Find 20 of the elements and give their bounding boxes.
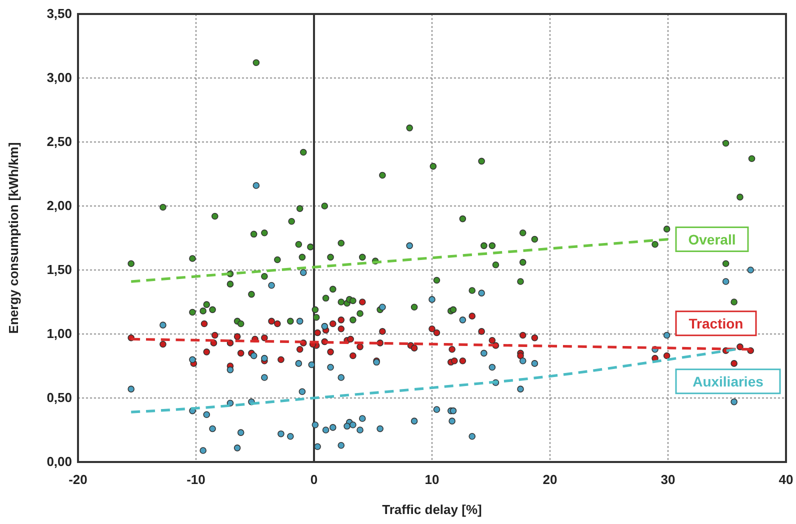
y-tick-label: 2,50	[46, 134, 72, 149]
series-label: Traction	[688, 315, 744, 332]
x-tick-label: 40	[778, 472, 794, 487]
series-label: Overall	[688, 231, 736, 248]
series-label: Auxiliaries	[692, 373, 764, 390]
x-tick-label: -10	[186, 472, 206, 487]
x-tick-label: -20	[68, 472, 88, 487]
x-tick-label: 0	[310, 472, 318, 487]
y-tick-label: 3,50	[46, 6, 72, 21]
x-tick-label: 10	[424, 472, 440, 487]
x-tick-label: 20	[542, 472, 558, 487]
x-tick-label: 30	[660, 472, 676, 487]
y-axis-title: Energy consumption [kWh/km]	[6, 142, 21, 334]
y-tick-label: 0,50	[46, 390, 72, 405]
y-tick-label: 3,00	[46, 70, 72, 85]
x-axis-title: Traffic delay [%]	[382, 502, 482, 517]
y-tick-label: 2,00	[46, 198, 72, 213]
y-tick-label: 0,00	[46, 454, 72, 469]
y-tick-label: 1,00	[46, 326, 72, 341]
y-tick-label: 1,50	[46, 262, 72, 277]
